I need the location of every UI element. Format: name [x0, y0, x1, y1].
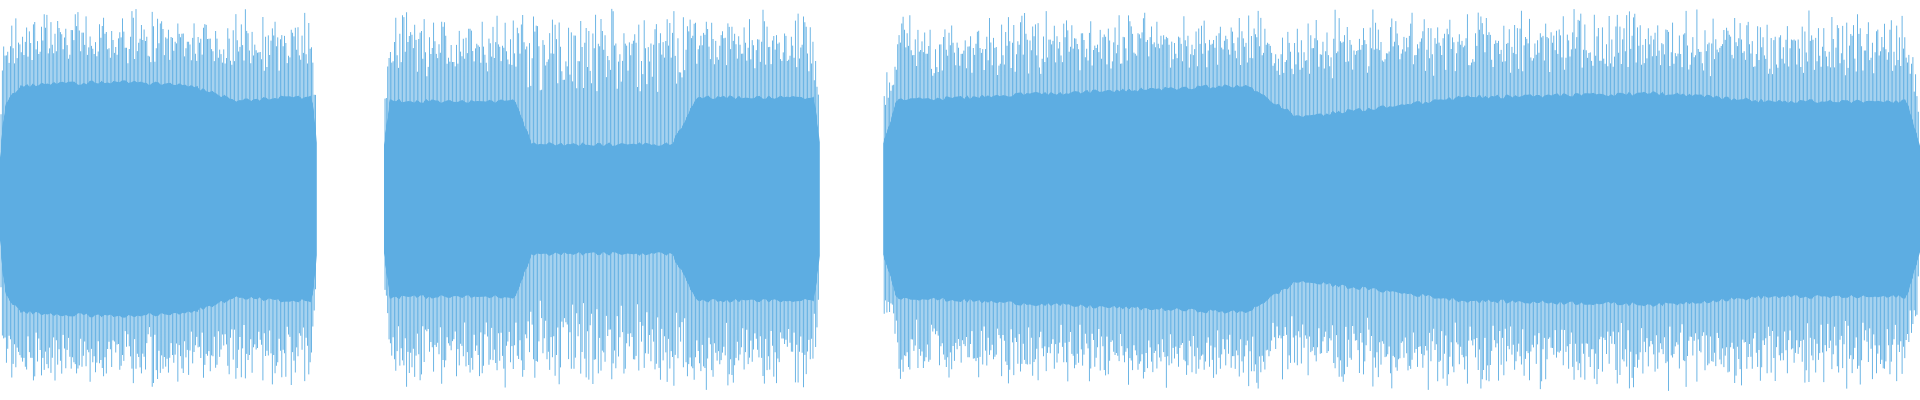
- waveform-core: [384, 95, 820, 303]
- waveform-segment-clip-3[interactable]: [883, 9, 1920, 391]
- waveform-segment-clip-2[interactable]: [384, 8, 820, 390]
- waveform-core: [0, 80, 317, 318]
- waveform-core: [883, 84, 1920, 314]
- waveform-segment-clip-1[interactable]: [0, 9, 317, 387]
